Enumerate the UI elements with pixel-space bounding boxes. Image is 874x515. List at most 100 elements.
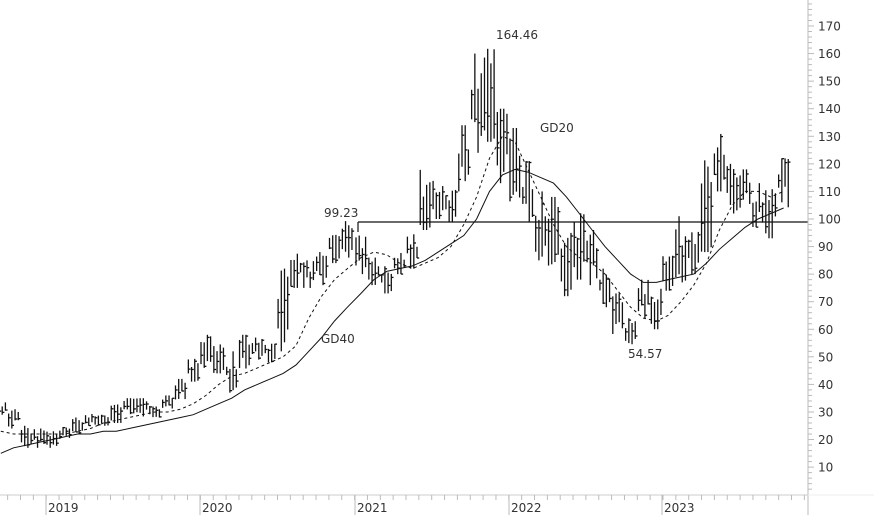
price-bar — [563, 242, 567, 297]
price-bar — [20, 429, 24, 443]
price-bar — [40, 428, 43, 442]
price-bar — [335, 234, 339, 264]
price-bar — [573, 221, 577, 268]
price-bar — [97, 415, 101, 426]
price-bar — [213, 346, 217, 373]
gd20-label: GD20 — [540, 121, 574, 135]
price-bar — [158, 409, 162, 418]
price-bar — [515, 128, 519, 192]
price-bar — [338, 236, 342, 259]
price-bar — [309, 271, 313, 288]
price-bar — [161, 399, 165, 408]
price-bar — [716, 147, 720, 192]
price-bar — [535, 215, 538, 252]
price-bar — [419, 169, 423, 226]
price-bar — [518, 155, 522, 198]
price-bar — [43, 430, 47, 444]
price-bar — [171, 397, 175, 409]
price-bar — [91, 413, 95, 423]
price-bar — [117, 404, 120, 424]
y-tick-label: 120 — [818, 157, 841, 171]
price-bar — [277, 298, 281, 329]
price-bar — [248, 344, 252, 366]
price-bar — [229, 368, 233, 393]
price-bar — [168, 395, 172, 406]
price-bar — [662, 256, 666, 282]
price-bar — [406, 236, 410, 254]
price-bar — [602, 268, 606, 305]
price-bar — [557, 206, 561, 255]
price-bar — [344, 221, 348, 252]
price-bar — [675, 229, 679, 278]
y-tick-label: 90 — [818, 240, 833, 254]
price-bar — [78, 420, 82, 435]
price-bar — [303, 262, 306, 288]
price-bar — [187, 359, 191, 374]
price-bar — [621, 302, 625, 329]
price-bar — [94, 416, 98, 425]
y-tick-label: 50 — [818, 350, 833, 364]
price-bar — [628, 318, 632, 344]
y-tick-label: 140 — [818, 102, 841, 116]
price-bar — [720, 133, 723, 192]
y-tick-label: 160 — [818, 47, 841, 61]
price-bar — [400, 252, 404, 275]
y-axis: 170 160 150 140 130 120 110 100 90 80 70 60 50 40 30 20… — [807, 0, 841, 515]
price-bar — [671, 255, 675, 286]
price-bar — [232, 351, 236, 391]
price-bar — [668, 256, 672, 291]
price-bar — [653, 301, 657, 330]
price-bar — [30, 433, 34, 445]
price-bar — [739, 175, 743, 208]
price-bar — [136, 398, 140, 413]
price-bar — [11, 410, 15, 429]
y-tick-label: 30 — [818, 405, 833, 419]
price-bar — [425, 184, 429, 231]
price-bar — [733, 168, 736, 214]
price-bar — [374, 257, 378, 285]
price-bar — [203, 342, 207, 368]
price-bar — [254, 337, 258, 352]
price-bar — [647, 279, 651, 305]
price-bar — [454, 189, 458, 217]
price-bar — [713, 153, 717, 176]
price-bar — [306, 260, 310, 278]
price-bar — [104, 415, 107, 426]
price-bar — [133, 398, 136, 414]
price-bar — [152, 406, 156, 418]
y-tick-label: 110 — [818, 185, 841, 199]
price-bar — [81, 422, 85, 431]
price-bar — [72, 419, 75, 432]
price-bar — [665, 261, 669, 291]
price-bar — [644, 294, 648, 319]
price-bar — [528, 161, 532, 222]
price-bar — [33, 429, 37, 440]
price-bar — [409, 244, 413, 269]
gd20-line — [0, 135, 784, 435]
y-tick-label: 10 — [818, 461, 833, 475]
price-bar — [506, 113, 510, 155]
price-bar — [531, 189, 535, 217]
price-bar — [384, 266, 388, 294]
price-bar — [200, 342, 204, 365]
price-bar — [290, 259, 294, 288]
price-bar — [544, 216, 548, 246]
price-bar — [100, 414, 104, 424]
price-bar — [697, 231, 701, 263]
price-bar — [688, 239, 691, 258]
y-tick-label: 100 — [818, 212, 841, 226]
price-bar — [312, 261, 316, 281]
price-bar — [264, 344, 268, 354]
price-bar — [541, 191, 545, 257]
x-tick-label: 2022 — [511, 501, 542, 515]
price-bar — [493, 49, 497, 139]
trough-label: 54.57 — [628, 347, 662, 361]
price-bar — [592, 230, 596, 266]
price-bar — [84, 415, 88, 424]
price-bar — [283, 268, 287, 343]
price-bar — [742, 169, 746, 200]
price-bar — [319, 252, 323, 276]
price-bar — [761, 202, 765, 223]
price-bar — [445, 195, 449, 210]
price-bar — [216, 351, 220, 374]
